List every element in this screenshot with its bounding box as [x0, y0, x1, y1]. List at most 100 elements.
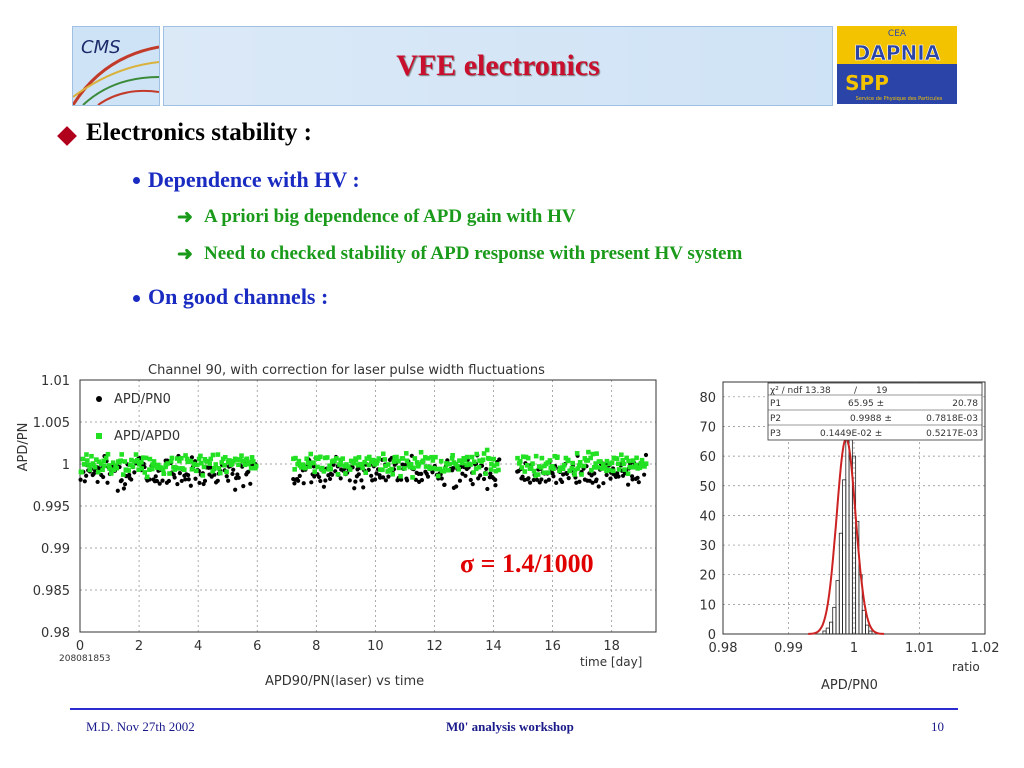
data-point-apd-pn0: [154, 478, 160, 484]
data-point-apd-apd0: [494, 461, 500, 467]
data-point-apd-apd0: [176, 466, 181, 471]
histogram-bin: [845, 426, 850, 635]
sigma-annotation: σ = 1.4/1000: [460, 549, 594, 578]
data-point-apd-apd0: [575, 466, 581, 471]
data-point-apd-pn0: [91, 471, 96, 476]
x-tick-label: 0.98: [709, 641, 738, 656]
data-point-apd-apd0: [86, 462, 91, 468]
data-point-apd-pn0: [413, 477, 419, 482]
chart1-grid: [79, 379, 656, 633]
data-point-apd-apd0: [474, 451, 480, 457]
data-point-apd-pn0: [476, 476, 481, 481]
y-tick-label: 0.98: [41, 626, 70, 641]
data-point-apd-apd0: [251, 459, 256, 464]
data-point-apd-apd0: [179, 455, 184, 461]
data-point-apd-apd0: [108, 471, 114, 476]
data-point-apd-pn0: [312, 474, 317, 479]
data-point-apd-apd0: [118, 458, 124, 464]
data-point-apd-pn0: [604, 472, 609, 478]
stats-p3-value: 0.1449E-02 ±: [820, 429, 882, 439]
data-point-apd-pn0: [172, 475, 177, 480]
data-point-apd-apd0: [198, 453, 203, 459]
data-point-apd-apd0: [429, 454, 434, 460]
data-point-apd-apd0: [606, 467, 612, 473]
data-point-apd-apd0: [129, 457, 134, 463]
data-point-apd-pn0: [425, 474, 431, 479]
data-point-apd-apd0: [621, 461, 626, 467]
data-point-apd-apd0: [244, 456, 250, 462]
data-point-apd-apd0: [144, 474, 150, 480]
data-point-apd-apd0: [135, 457, 140, 463]
data-point-apd-apd0: [383, 463, 388, 469]
data-point-apd-pn0: [601, 481, 606, 486]
chart2-ratio-label: ratio: [952, 660, 980, 674]
data-point-apd-pn0: [626, 482, 631, 487]
data-point-apd-apd0: [120, 472, 126, 477]
data-point-apd-apd0: [312, 469, 318, 474]
chart2-xlabel: APD/PN0: [821, 678, 878, 693]
data-point-apd-apd0: [531, 468, 537, 474]
data-point-apd-apd0: [420, 458, 426, 464]
data-point-apd-apd0: [249, 455, 255, 460]
histogram-bin: [865, 624, 870, 635]
data-point-apd-pn0: [399, 477, 404, 482]
data-point-apd-apd0: [224, 469, 229, 475]
title-bar: VFE electronics: [163, 26, 833, 106]
data-point-apd-pn0: [359, 478, 364, 483]
y-tick-label: 1.005: [33, 416, 70, 431]
data-point-apd-apd0: [102, 463, 107, 469]
data-point-apd-pn0: [248, 481, 253, 486]
data-point-apd-apd0: [319, 465, 325, 471]
data-point-apd-pn0: [386, 474, 391, 479]
data-point-apd-pn0: [235, 472, 240, 477]
data-point-apd-apd0: [489, 461, 494, 467]
data-point-apd-apd0: [321, 469, 327, 474]
data-point-apd-apd0: [188, 459, 194, 464]
x-tick-label: 8: [312, 639, 320, 654]
data-point-apd-apd0: [519, 465, 525, 470]
data-point-apd-apd0: [182, 467, 187, 472]
data-point-apd-pn0: [554, 480, 559, 485]
data-point-apd-pn0: [590, 480, 595, 485]
data-point-apd-pn0: [543, 479, 548, 484]
y-tick-label: 30: [699, 539, 716, 554]
data-point-apd-apd0: [396, 458, 401, 464]
x-tick-label: 16: [544, 639, 561, 654]
data-point-apd-pn0: [347, 478, 352, 483]
data-point-apd-apd0: [620, 457, 625, 463]
data-point-apd-apd0: [589, 467, 594, 473]
data-point-apd-pn0: [534, 477, 540, 482]
data-point-apd-apd0: [208, 456, 214, 462]
data-point-apd-apd0: [539, 455, 545, 461]
data-point-apd-apd0: [213, 462, 219, 467]
data-point-apd-apd0: [193, 468, 199, 474]
data-point-apd-pn0: [215, 478, 220, 483]
dapnia-logo: CEA DAPNIA SPP Service de Physique des P…: [837, 26, 957, 104]
data-point-apd-apd0: [574, 451, 580, 456]
data-point-apd-apd0: [113, 463, 118, 468]
arrow-bullet-icon: ➜: [177, 207, 193, 228]
data-point-apd-apd0: [430, 458, 436, 463]
cms-logo-text: CMS: [81, 37, 121, 58]
data-point-apd-apd0: [391, 459, 397, 464]
data-point-apd-pn0: [352, 486, 357, 491]
stats-p2-name: P2: [770, 414, 781, 424]
data-point-apd-pn0: [175, 481, 180, 487]
stats-chi2: χ² / ndf 13.38: [770, 386, 831, 396]
data-point-apd-pn0: [559, 479, 565, 485]
data-point-apd-apd0: [127, 462, 133, 468]
data-point-apd-apd0: [340, 456, 346, 461]
data-point-apd-pn0: [186, 473, 191, 478]
data-point-apd-apd0: [390, 471, 395, 477]
data-point-apd-apd0: [101, 458, 107, 464]
data-point-apd-apd0: [114, 465, 120, 471]
data-point-apd-apd0: [305, 460, 311, 466]
dapnia-text: DAPNIA: [854, 41, 941, 65]
data-point-apd-pn0: [442, 482, 447, 487]
data-point-apd-apd0: [311, 460, 316, 465]
data-point-apd-apd0: [565, 457, 571, 463]
data-point-apd-apd0: [481, 451, 487, 456]
footer-divider: [70, 708, 958, 710]
data-point-apd-apd0: [412, 456, 418, 461]
data-point-apd-pn0: [157, 481, 162, 486]
